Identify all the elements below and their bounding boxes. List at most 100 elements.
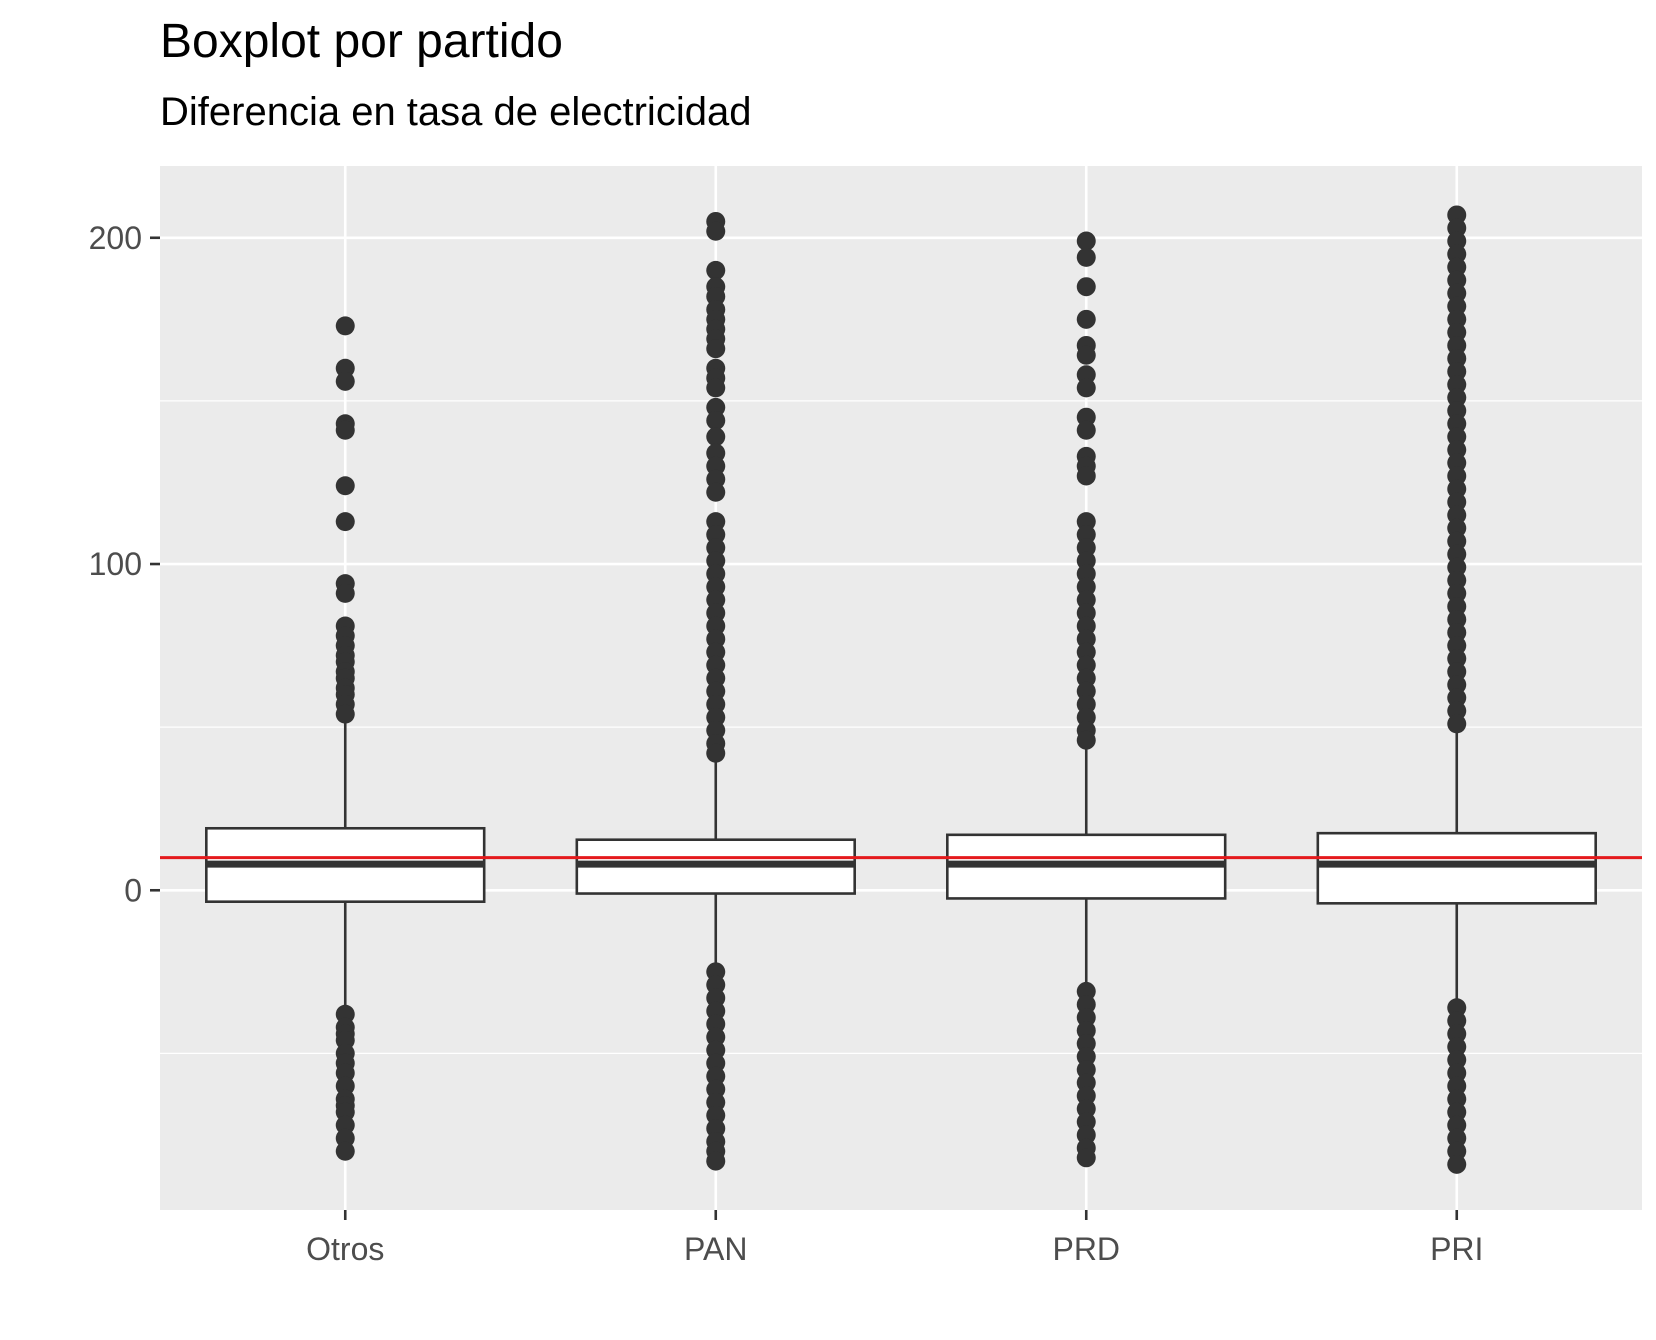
outlier-point <box>706 1092 726 1112</box>
outlier-point <box>1447 714 1467 734</box>
outlier-point <box>1076 538 1096 558</box>
x-axis: Otros PAN PRD PRI <box>306 1210 1483 1267</box>
outlier-point <box>335 476 355 496</box>
outlier-point <box>1447 257 1467 277</box>
outlier-point <box>1076 1073 1096 1093</box>
outlier-point <box>706 410 726 430</box>
outlier-point <box>1447 701 1467 721</box>
outlier-point <box>1076 247 1096 267</box>
outlier-point <box>335 1030 355 1050</box>
outlier-point <box>706 1151 726 1171</box>
outlier-point <box>1447 466 1467 486</box>
outlier-point <box>1076 231 1096 251</box>
outlier-point <box>1076 655 1096 675</box>
outlier-point <box>706 1118 726 1138</box>
y-axis: 0 100 200 <box>89 220 160 908</box>
outlier-point <box>1076 1034 1096 1054</box>
outlier-point <box>1447 531 1467 551</box>
minor-gridlines <box>160 400 1642 1055</box>
outlier-point <box>706 629 726 649</box>
outlier-point <box>1076 551 1096 571</box>
x-tick-label: PRD <box>1052 1231 1120 1267</box>
outlier-point <box>1447 296 1467 316</box>
x-tick-label: PAN <box>684 1231 747 1267</box>
outlier-point <box>706 1053 726 1073</box>
outlier-point <box>706 378 726 398</box>
outlier-point <box>1076 1112 1096 1132</box>
outlier-point <box>1447 401 1467 421</box>
outlier-point <box>706 397 726 417</box>
outlier-point <box>1076 1008 1096 1028</box>
outlier-point <box>706 1040 726 1060</box>
outlier-point <box>335 316 355 336</box>
outlier-point <box>1447 309 1467 329</box>
outlier-point <box>335 1115 355 1135</box>
outlier-point <box>706 603 726 623</box>
outlier-point <box>1076 420 1096 440</box>
outlier-point <box>1076 466 1096 486</box>
outlier-point <box>1447 218 1467 238</box>
outlier-point <box>1076 1047 1096 1067</box>
chart-subtitle: Diferencia en tasa de electricidad <box>160 90 752 134</box>
y-tick-label: 0 <box>124 872 142 908</box>
outlier-point <box>1076 668 1096 688</box>
outlier-point <box>706 668 726 688</box>
outlier-point <box>706 538 726 558</box>
outlier-point <box>1447 479 1467 499</box>
outlier-point <box>706 655 726 675</box>
outlier-point <box>335 512 355 532</box>
outlier-point <box>706 512 726 532</box>
outlier-point <box>1447 1154 1467 1174</box>
outlier-point <box>706 469 726 489</box>
outlier-point <box>1076 994 1096 1014</box>
outlier-point <box>1447 283 1467 303</box>
iqr-box <box>1316 831 1597 905</box>
outlier-point <box>1447 453 1467 473</box>
outlier-point <box>335 371 355 391</box>
outlier-point <box>706 681 726 701</box>
y-tick-label: 200 <box>89 220 142 256</box>
outlier-point <box>335 358 355 378</box>
outlier-point <box>1447 609 1467 629</box>
outlier-point <box>706 720 726 740</box>
outlier-point <box>1447 1115 1467 1135</box>
outlier-point <box>1076 1125 1096 1145</box>
outlier-point <box>335 1141 355 1161</box>
outlier-point <box>1076 378 1096 398</box>
outlier-point <box>1076 525 1096 545</box>
outlier-point <box>1076 642 1096 662</box>
outlier-point <box>1076 365 1096 385</box>
outlier-point <box>706 525 726 545</box>
outlier-point <box>706 988 726 1008</box>
outlier-point <box>706 1066 726 1086</box>
outlier-point <box>1447 505 1467 525</box>
outlier-point <box>335 1076 355 1096</box>
outlier-point <box>1076 694 1096 714</box>
outlier-point <box>1076 1099 1096 1119</box>
outlier-point <box>1076 981 1096 1001</box>
x-tick-label: Otros <box>306 1231 384 1267</box>
outlier-point <box>1447 596 1467 616</box>
outlier-point <box>335 1102 355 1122</box>
outlier-point <box>1076 1021 1096 1041</box>
y-tick-label: 100 <box>89 546 142 582</box>
outlier-point <box>706 443 726 463</box>
outlier-point <box>1447 1102 1467 1122</box>
outlier-point <box>1447 1024 1467 1044</box>
outlier-point <box>1447 375 1467 395</box>
outlier-point <box>335 1128 355 1148</box>
outlier-point <box>1447 583 1467 603</box>
x-tick-label: PRI <box>1430 1231 1483 1267</box>
outlier-point <box>706 642 726 662</box>
box-otros <box>205 316 486 1161</box>
outlier-point <box>1447 348 1467 368</box>
chart-title: Boxplot por partido <box>160 15 563 68</box>
outlier-point <box>335 420 355 440</box>
outlier-point <box>1447 1128 1467 1148</box>
outlier-point <box>706 260 726 280</box>
outlier-point <box>706 1014 726 1034</box>
outlier-point <box>1076 707 1096 727</box>
outlier-point <box>1076 564 1096 584</box>
outlier-point <box>1076 1148 1096 1168</box>
